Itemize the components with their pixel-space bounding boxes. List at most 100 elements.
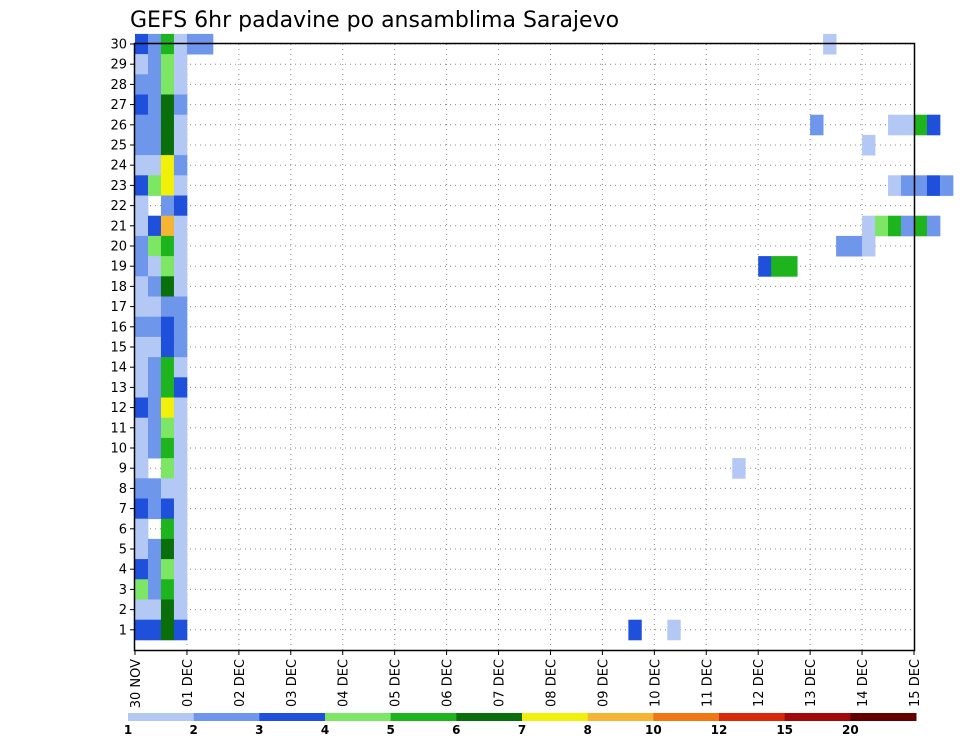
heatmap-cell xyxy=(784,256,798,277)
y-tick-label: 15 xyxy=(110,341,127,356)
y-tick-label: 20 xyxy=(110,240,127,255)
heatmap-cell xyxy=(160,498,175,520)
y-tick-label: 21 xyxy=(110,219,127,234)
heatmap-cell xyxy=(901,215,915,237)
heatmap-cell xyxy=(160,74,175,95)
heatmap-cell xyxy=(147,377,162,398)
heatmap-cell xyxy=(135,155,149,176)
x-tick-label: 30 NOV xyxy=(129,659,144,708)
heatmap-cell xyxy=(135,397,149,419)
colorbar-label: 7 xyxy=(518,723,526,737)
y-tick-label: 17 xyxy=(110,300,127,315)
heatmap-cell xyxy=(135,195,149,217)
x-tick-label: 10 DEC xyxy=(648,659,663,707)
heatmap-cell xyxy=(147,559,162,580)
heatmap-cell xyxy=(160,175,175,196)
colorbar-swatch xyxy=(128,713,195,721)
heatmap-cell xyxy=(135,235,149,257)
heatmap-cell xyxy=(914,114,928,136)
y-axis: 1234567891011121314151617181920212223242… xyxy=(110,38,135,638)
x-tick-label: 09 DEC xyxy=(596,659,611,707)
heatmap-cell xyxy=(135,296,149,318)
colorbar-swatch xyxy=(784,713,851,721)
heatmap-cell xyxy=(135,518,149,540)
heatmap-cell xyxy=(160,538,175,560)
colorbar-swatch xyxy=(653,713,720,721)
heatmap-cell xyxy=(160,478,175,499)
colorbar-swatch xyxy=(719,713,786,721)
colorbar-label: 5 xyxy=(386,723,394,737)
x-tick-label: 05 DEC xyxy=(389,659,404,707)
heatmap-cell xyxy=(173,559,188,580)
y-tick-label: 30 xyxy=(110,38,127,53)
heatmap-cell xyxy=(135,357,149,378)
heatmap-cell xyxy=(135,215,149,237)
heatmap-cell xyxy=(135,256,149,277)
heatmap-cell xyxy=(135,437,149,459)
x-tick-label: 07 DEC xyxy=(493,659,508,707)
heatmap-cell xyxy=(888,175,902,196)
heatmap-cell xyxy=(135,114,149,136)
heatmap-cell xyxy=(160,54,175,75)
y-tick-label: 13 xyxy=(110,381,127,396)
heatmap-cell xyxy=(173,256,188,277)
heatmap-cell xyxy=(147,215,162,237)
heatmap-cell xyxy=(160,235,175,257)
grid-lines xyxy=(135,43,914,650)
colorbar-swatch xyxy=(325,713,392,721)
heatmap-cell xyxy=(173,437,188,459)
heatmap-cell xyxy=(147,316,162,338)
heatmap-cell xyxy=(173,599,188,621)
y-tick-label: 8 xyxy=(119,482,127,497)
heatmap-cell xyxy=(135,599,149,621)
heatmap-cell xyxy=(160,559,175,580)
heatmap-cell xyxy=(160,155,175,176)
colorbar-label: 20 xyxy=(842,723,859,737)
heatmap-cell xyxy=(173,518,188,540)
heatmap-cell xyxy=(160,276,175,297)
heatmap-cell xyxy=(160,599,175,621)
colorbar-label: 3 xyxy=(255,723,263,737)
heatmap-cell xyxy=(147,538,162,560)
y-tick-label: 28 xyxy=(110,78,127,93)
y-tick-label: 9 xyxy=(119,462,127,477)
heatmap-cell xyxy=(875,215,889,237)
heatmap-cell xyxy=(173,175,188,196)
x-tick-label: 15 DEC xyxy=(908,659,923,707)
heatmap-cell xyxy=(147,175,162,196)
heatmap-cell xyxy=(160,458,175,479)
colorbar-swatch xyxy=(456,713,523,721)
colorbar-label: 4 xyxy=(321,723,329,737)
heatmap-cell xyxy=(173,397,188,419)
y-tick-label: 2 xyxy=(119,603,127,618)
heatmap-cell xyxy=(135,559,149,580)
heatmap-cell xyxy=(135,538,149,560)
heatmap-cell xyxy=(173,579,188,600)
y-tick-label: 3 xyxy=(119,583,127,598)
colorbar: 1 2 3 4 5 6 7 8 10 12 15 20 xyxy=(124,713,917,737)
heatmap-cell xyxy=(147,256,162,277)
heatmap-cell xyxy=(135,417,149,439)
heatmap-cell xyxy=(888,114,902,136)
colorbar-swatch xyxy=(193,713,260,721)
heatmap-cell xyxy=(135,276,149,297)
heatmap-cell xyxy=(160,518,175,540)
heatmap-cell xyxy=(771,256,785,277)
heatmap-cell xyxy=(939,175,954,196)
heatmap-cell xyxy=(147,579,162,600)
heatmap-cell xyxy=(147,94,162,116)
x-tick-label: 01 DEC xyxy=(181,659,196,707)
y-tick-label: 6 xyxy=(119,522,127,537)
y-tick-label: 10 xyxy=(110,442,127,457)
x-tick-label: 12 DEC xyxy=(752,659,767,707)
heatmap-cell xyxy=(147,619,162,641)
heatmap-cell xyxy=(135,458,149,479)
heatmap-cell xyxy=(901,175,915,196)
heatmap-cell xyxy=(926,175,941,196)
x-tick-label: 08 DEC xyxy=(544,659,559,707)
y-tick-label: 18 xyxy=(110,280,127,295)
heatmap-cell xyxy=(135,175,149,196)
heatmap-cell xyxy=(147,276,162,297)
y-tick-label: 22 xyxy=(110,199,127,214)
